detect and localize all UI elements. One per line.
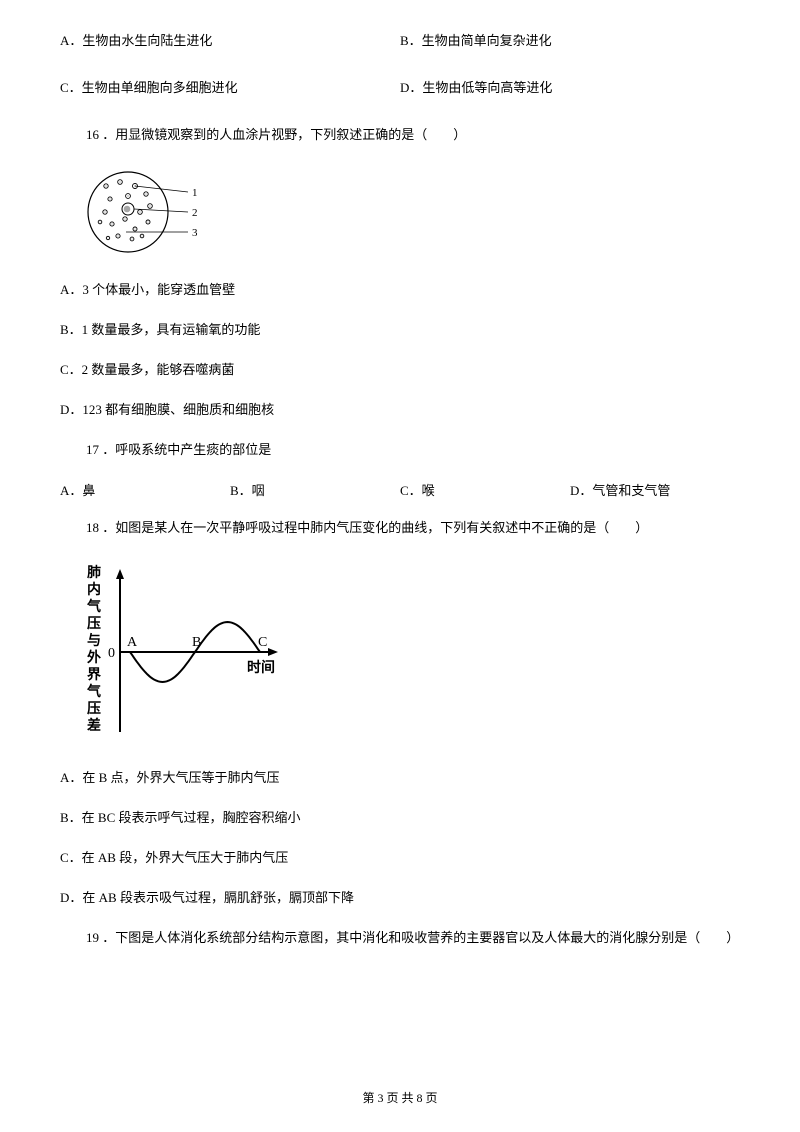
q18-option-d: D．在 AB 段表示吸气过程，膈肌舒张，膈顶部下降 bbox=[60, 887, 740, 909]
figure-blood-smear: 1 2 3 bbox=[80, 164, 210, 259]
q15-options-row2: C．生物由单细胞向多细胞进化 D．生物由低等向高等进化 bbox=[60, 77, 740, 96]
svg-text:B: B bbox=[192, 635, 201, 650]
svg-text:C: C bbox=[258, 635, 267, 650]
page-content: A．生物由水生向陆生进化 B．生物由简单向复杂进化 C．生物由单细胞向多细胞进化… bbox=[0, 0, 800, 949]
svg-text:与: 与 bbox=[87, 633, 101, 649]
q18-option-b: B．在 BC 段表示呼气过程，胸腔容积缩小 bbox=[60, 807, 740, 829]
page-footer: 第 3 页 共 8 页 bbox=[0, 1089, 800, 1106]
svg-text:气: 气 bbox=[86, 683, 101, 700]
q17-option-a: A．鼻 bbox=[60, 480, 230, 499]
q18-text: 18 ．如图是某人在一次平静呼吸过程中肺内气压变化的曲线，下列有关叙述中不正确的… bbox=[60, 517, 740, 539]
svg-text:2: 2 bbox=[192, 207, 198, 219]
svg-text:压: 压 bbox=[87, 616, 101, 632]
q19-text: 19 ．下图是人体消化系统部分结构示意图，其中消化和吸收营养的主要器官以及人体最… bbox=[60, 927, 740, 949]
svg-text:压: 压 bbox=[87, 701, 101, 717]
q17-option-c: C．喉 bbox=[400, 480, 570, 499]
q16-text: 16 ．用显微镜观察到的人血涂片视野，下列叙述正确的是（ ） bbox=[60, 124, 740, 146]
q15-option-c: C．生物由单细胞向多细胞进化 bbox=[60, 77, 400, 96]
q15-option-d: D．生物由低等向高等进化 bbox=[400, 77, 740, 96]
q16-option-b: B．1 数量最多，具有运输氧的功能 bbox=[60, 319, 740, 341]
q17-option-b: B．咽 bbox=[230, 480, 400, 499]
q17-text: 17 ．呼吸系统中产生痰的部位是 bbox=[60, 439, 740, 461]
q15-option-b: B．生物由简单向复杂进化 bbox=[400, 30, 740, 49]
svg-text:气: 气 bbox=[86, 598, 101, 615]
svg-text:时间: 时间 bbox=[247, 659, 275, 676]
q18-option-a: A．在 B 点，外界大气压等于肺内气压 bbox=[60, 767, 740, 789]
svg-text:内: 内 bbox=[87, 581, 101, 598]
q15-option-a: A．生物由水生向陆生进化 bbox=[60, 30, 400, 49]
svg-text:0: 0 bbox=[108, 646, 115, 661]
q16-option-d: D．123 都有细胞膜、细胞质和细胞核 bbox=[60, 399, 740, 421]
q17-option-d: D．气管和支气管 bbox=[570, 480, 740, 499]
svg-text:1: 1 bbox=[192, 187, 198, 199]
svg-text:A: A bbox=[127, 635, 138, 650]
q17-options: A．鼻 B．咽 C．喉 D．气管和支气管 bbox=[60, 480, 740, 499]
q18-option-c: C．在 AB 段，外界大气压大于肺内气压 bbox=[60, 847, 740, 869]
svg-text:界: 界 bbox=[87, 667, 102, 683]
svg-text:肺: 肺 bbox=[87, 565, 101, 581]
svg-text:外: 外 bbox=[87, 649, 101, 666]
figure-pressure-curve: 肺内气压与外界气压差0ABC时间 bbox=[75, 557, 305, 747]
svg-text:差: 差 bbox=[87, 717, 101, 734]
q16-option-c: C．2 数量最多，能够吞噬病菌 bbox=[60, 359, 740, 381]
q16-option-a: A．3 个体最小，能穿透血管壁 bbox=[60, 279, 740, 301]
svg-text:3: 3 bbox=[192, 227, 198, 239]
q15-options-row1: A．生物由水生向陆生进化 B．生物由简单向复杂进化 bbox=[60, 30, 740, 49]
